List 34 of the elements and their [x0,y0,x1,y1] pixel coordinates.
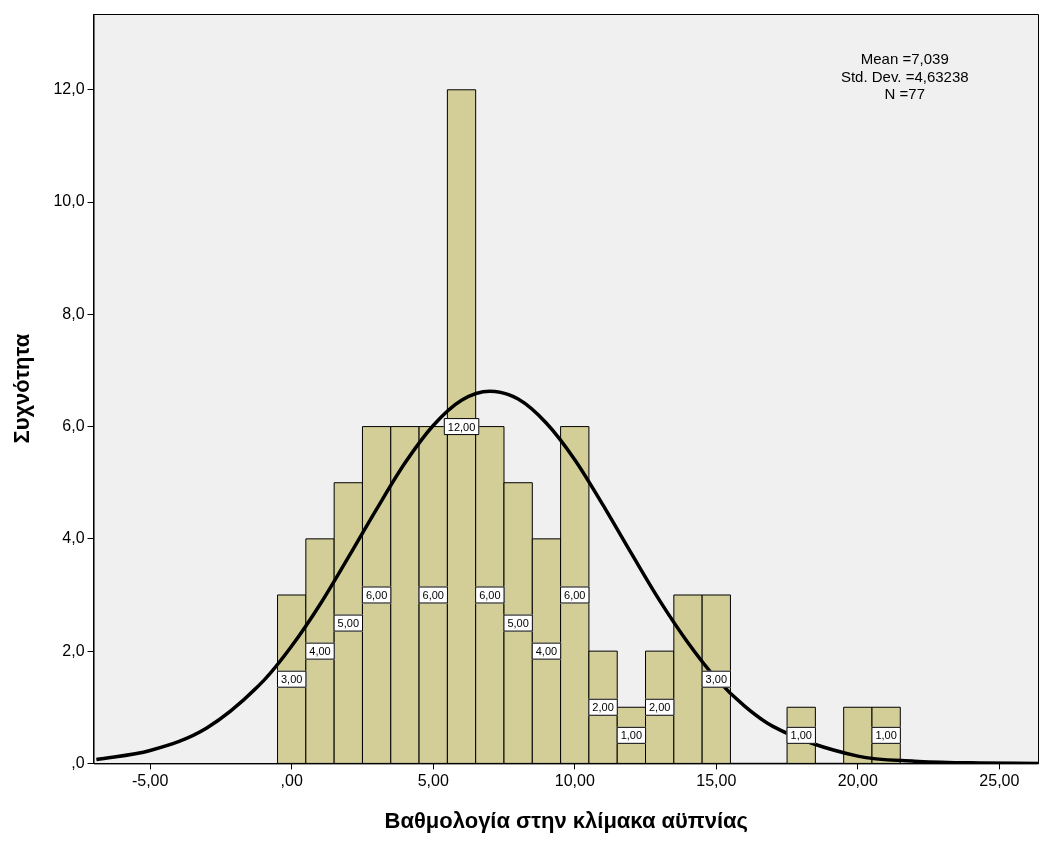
x-tick-label: 20,00 [837,772,878,790]
data-label: 6,00 [422,589,444,602]
x-axis-title: Βαθμολογία στην κλίμακα αϋπνίας [384,807,749,833]
data-label: 6,00 [479,589,501,602]
x-tick-label: 10,00 [554,772,595,790]
y-tick-label: 12,0 [53,80,85,98]
data-label: 3,00 [280,673,303,686]
x-tick-label: 25,00 [979,772,1020,790]
y-tick-label: 2,0 [62,641,85,659]
annotation: N =77 [884,85,925,103]
y-tick-label: 10,0 [53,192,85,210]
x-tick-label: 5,00 [417,772,449,790]
y-tick-label: ,0 [71,753,85,771]
data-label: 2,00 [592,701,614,714]
x-tick-label: ,00 [280,772,303,790]
annotation: Std. Dev. =4,63238 [840,67,969,85]
y-tick-label: 6,0 [62,417,85,434]
annotation: Mean =7,039 [860,50,949,68]
x-tick-label: 15,00 [696,772,737,790]
data-label: 1,00 [790,729,812,742]
y-tick-label: 4,0 [62,529,85,547]
y-tick-label: 8,0 [62,304,85,322]
data-label: 4,00 [535,645,558,658]
x-tick-label: -5,00 [131,772,169,790]
data-label: 6,00 [564,589,586,602]
data-label: 5,00 [507,617,529,630]
data-label: 12,00 [447,420,476,433]
data-label: 6,00 [365,589,388,602]
data-label: 4,00 [309,645,331,658]
data-label: 1,00 [875,729,897,742]
data-label: 5,00 [337,617,360,630]
y-axis-title: Συχνότητα [9,333,35,444]
data-label: 1,00 [620,729,643,742]
data-label: 2,00 [648,701,671,714]
